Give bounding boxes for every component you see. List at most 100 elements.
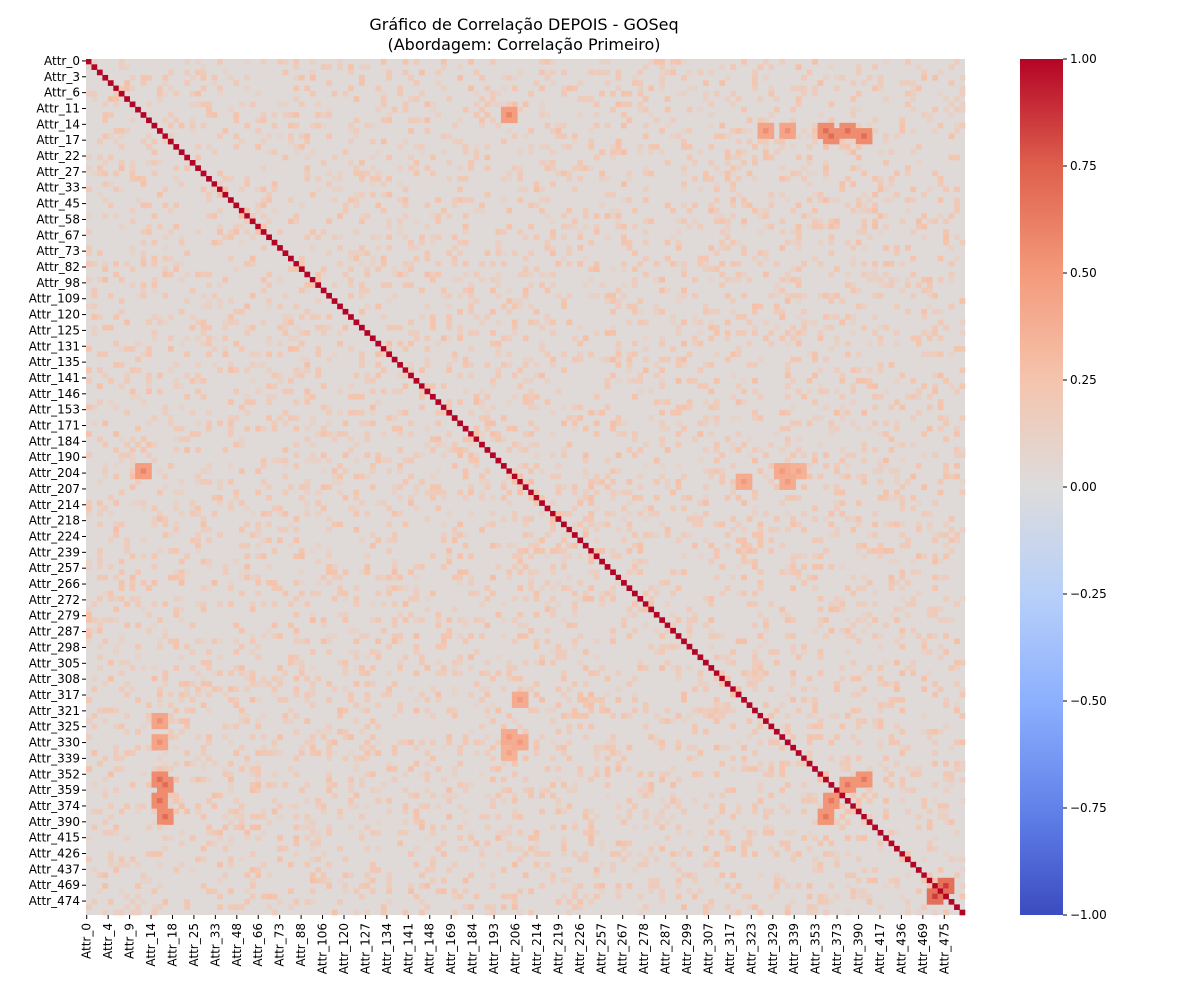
heatmap-cell (533, 441, 540, 448)
heatmap-cell (779, 287, 786, 294)
heatmap-cell (457, 580, 464, 586)
heatmap-cell (877, 702, 884, 708)
heatmap-cell (348, 69, 354, 76)
heatmap-cell (288, 521, 294, 528)
heatmap-cell (828, 128, 835, 134)
heatmap-cell (320, 638, 327, 645)
heatmap-cell (429, 686, 436, 692)
heatmap-cell (151, 415, 158, 421)
heatmap-cell (468, 580, 474, 586)
heatmap-cell (364, 266, 371, 272)
heatmap-cell (844, 766, 851, 772)
heatmap-cell (823, 314, 829, 320)
heatmap-cell (550, 245, 556, 251)
heatmap-cell (741, 245, 747, 251)
heatmap-cell (730, 479, 736, 485)
heatmap-cell (129, 457, 136, 464)
heatmap-cell (348, 697, 354, 703)
heatmap-cell (342, 452, 349, 459)
heatmap-cell (249, 606, 256, 613)
heatmap-cell (741, 388, 747, 395)
heatmap-cell (828, 510, 835, 517)
heatmap-cell (954, 702, 960, 708)
heatmap-cell (353, 649, 360, 655)
heatmap-cell (451, 659, 458, 666)
heatmap-cell (293, 441, 300, 448)
heatmap-cell (326, 697, 332, 703)
heatmap-cell (741, 271, 747, 278)
heatmap-cell (762, 712, 769, 719)
heatmap-cell (533, 489, 540, 496)
heatmap-cell (495, 542, 502, 549)
heatmap-cell (495, 319, 502, 326)
heatmap-cell (904, 393, 911, 400)
heatmap-cell (506, 489, 513, 496)
heatmap-cell (369, 681, 376, 687)
diagonal-cell (440, 404, 447, 411)
heatmap-cell (713, 521, 720, 528)
heatmap-cell (217, 479, 223, 485)
heatmap-cell (582, 452, 589, 459)
heatmap-cell (648, 218, 655, 225)
heatmap-cell (369, 744, 376, 751)
heatmap-cell (702, 399, 709, 405)
heatmap-cell (386, 223, 393, 230)
heatmap-cell (937, 606, 944, 613)
heatmap-cell (118, 569, 125, 576)
heatmap-cell (206, 335, 212, 342)
heatmap-cell (621, 489, 627, 496)
heatmap-cell (375, 175, 382, 182)
heatmap-cell (899, 484, 906, 490)
heatmap-cell (440, 85, 447, 92)
heatmap-cell (255, 580, 262, 586)
diagonal-cell (473, 436, 480, 443)
heatmap-cell (615, 223, 622, 230)
heatmap-cell (959, 330, 966, 336)
heatmap-cell (227, 362, 234, 368)
heatmap-cell (686, 207, 693, 214)
heatmap-cell (457, 250, 464, 257)
heatmap-cell (86, 245, 92, 251)
diagonal-cell (539, 500, 545, 506)
heatmap-cell (118, 659, 125, 666)
heatmap-cell (894, 617, 900, 623)
heatmap-cell (593, 574, 600, 581)
heatmap-cell (921, 452, 928, 459)
heatmap-cell (828, 138, 835, 145)
heatmap-cell (768, 686, 775, 692)
diagonal-cell (118, 90, 125, 97)
heatmap-cell (129, 207, 136, 214)
heatmap-cell (779, 128, 786, 134)
heatmap-cell (872, 175, 878, 182)
heatmap-cell (855, 367, 862, 373)
heatmap-cell (588, 585, 595, 591)
heatmap-cell (277, 415, 283, 421)
heatmap-cell (249, 510, 256, 517)
heatmap-cell (642, 186, 649, 193)
heatmap-cell (915, 340, 922, 347)
heatmap-cell (937, 255, 944, 262)
heatmap-cell (435, 643, 442, 650)
heatmap-cell (424, 117, 431, 124)
heatmap-cell (102, 101, 109, 108)
heatmap-cell (730, 170, 736, 177)
heatmap-cell (959, 122, 966, 129)
heatmap-cell (200, 606, 207, 613)
heatmap-cell (386, 340, 393, 347)
heatmap-cell (386, 457, 393, 464)
heatmap-cell (135, 473, 141, 480)
heatmap-cell (107, 181, 114, 187)
heatmap-cell (309, 441, 316, 448)
heatmap-cell (894, 489, 900, 496)
heatmap-cell (566, 415, 573, 421)
heatmap-cell (375, 106, 382, 113)
heatmap-cell (910, 771, 917, 778)
heatmap-cell (419, 452, 425, 459)
heatmap-cell (86, 165, 92, 171)
heatmap-cell (861, 457, 868, 464)
heatmap-cell (757, 675, 764, 682)
heatmap-cell (533, 319, 540, 326)
heatmap-cell (386, 505, 393, 512)
heatmap-cell (806, 144, 813, 150)
heatmap-cell (762, 255, 769, 262)
